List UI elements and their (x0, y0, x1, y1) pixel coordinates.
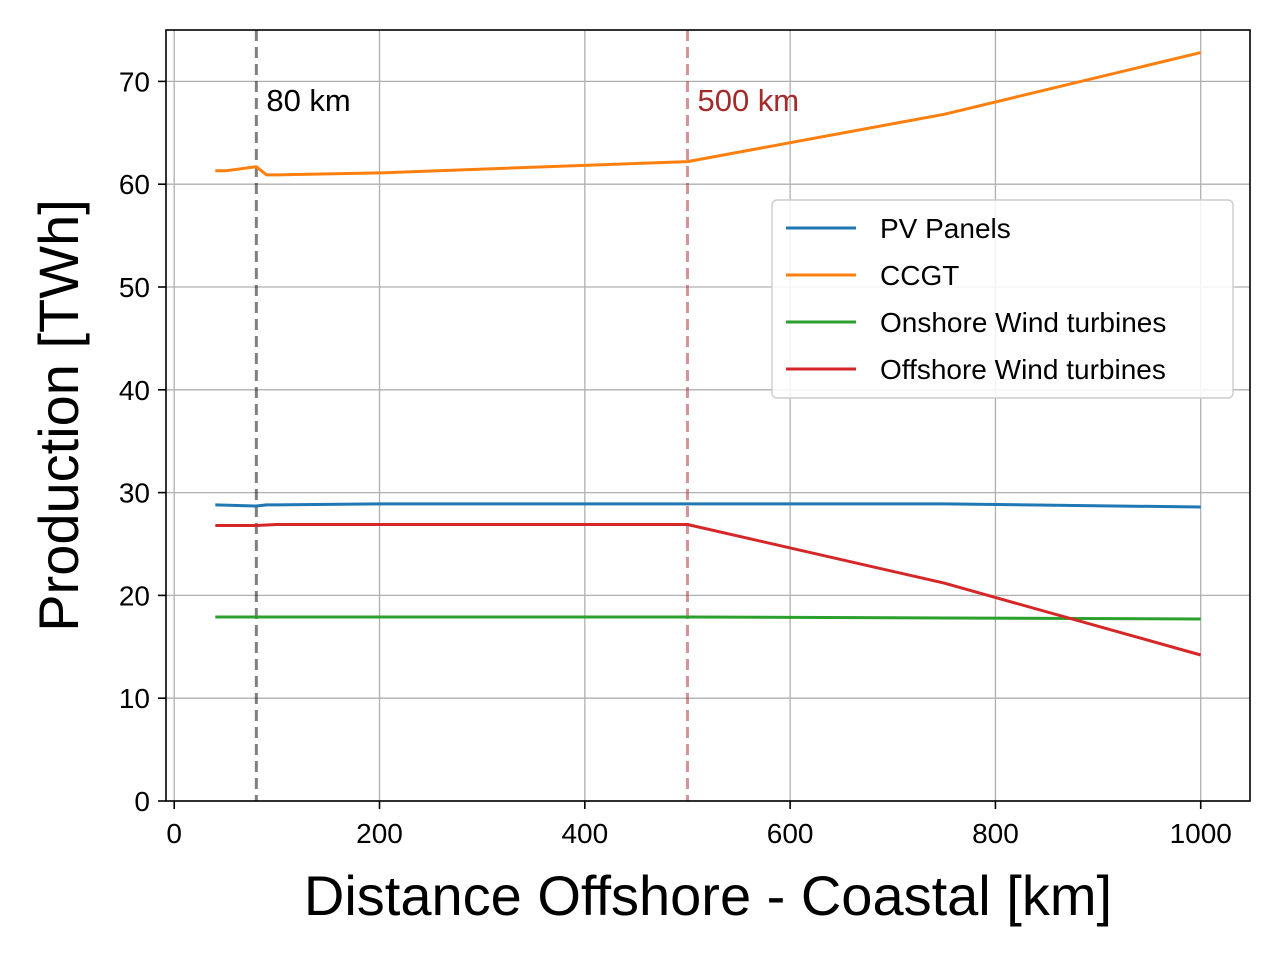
y-tick-label: 60 (119, 169, 150, 200)
series-line-ccgt (215, 51, 1202, 177)
legend-label-pv-panels: PV Panels (880, 213, 1011, 244)
y-tick-label: 30 (119, 478, 150, 509)
legend: PV Panels CCGT Onshore Wind turbines Offsho… (771, 199, 1234, 399)
legend-label-onshore-wind-turbines: Onshore Wind turbines (880, 307, 1166, 338)
vline-label-80km: 80 km (266, 83, 350, 118)
y-tick-label: 20 (119, 580, 150, 611)
vertical-reference-lines (254, 30, 689, 801)
legend-label-offshore-wind-turbines: Offshore Wind turbines (880, 354, 1166, 385)
y-tick-label: 0 (134, 786, 150, 817)
x-tick-label: 0 (166, 818, 182, 849)
legend-label-ccgt: CCGT (880, 260, 959, 291)
x-tick-label: 800 (972, 818, 1019, 849)
x-tick-label: 1000 (1170, 818, 1232, 849)
annotations: 80 km 500 km (266, 83, 799, 118)
legend-box (771, 199, 1234, 399)
x-tick-label: 400 (561, 818, 608, 849)
series-layer (215, 51, 1202, 657)
series-line-onshore-wind-turbines (215, 615, 1201, 621)
x-tick-label: 600 (767, 818, 814, 849)
y-tick-label: 70 (119, 66, 150, 97)
y-tick-label: 10 (119, 683, 150, 714)
plot-frame (165, 29, 1251, 802)
x-tick-label: 200 (356, 818, 403, 849)
y-axis-label: Production [TWh] (27, 199, 90, 632)
vline-label-500km: 500 km (697, 83, 799, 118)
axis-ticks: 0 200 400 600 800 1000 0 10 20 30 40 50 60 70 (119, 66, 1232, 849)
y-tick-label: 50 (119, 272, 150, 303)
series-line-offshore-wind-turbines (215, 523, 1202, 657)
x-axis-label: Distance Offshore - Coastal [km] (304, 864, 1112, 927)
y-tick-label: 40 (119, 375, 150, 406)
series-line-pv-panels (215, 502, 1201, 509)
grid (166, 30, 1250, 802)
